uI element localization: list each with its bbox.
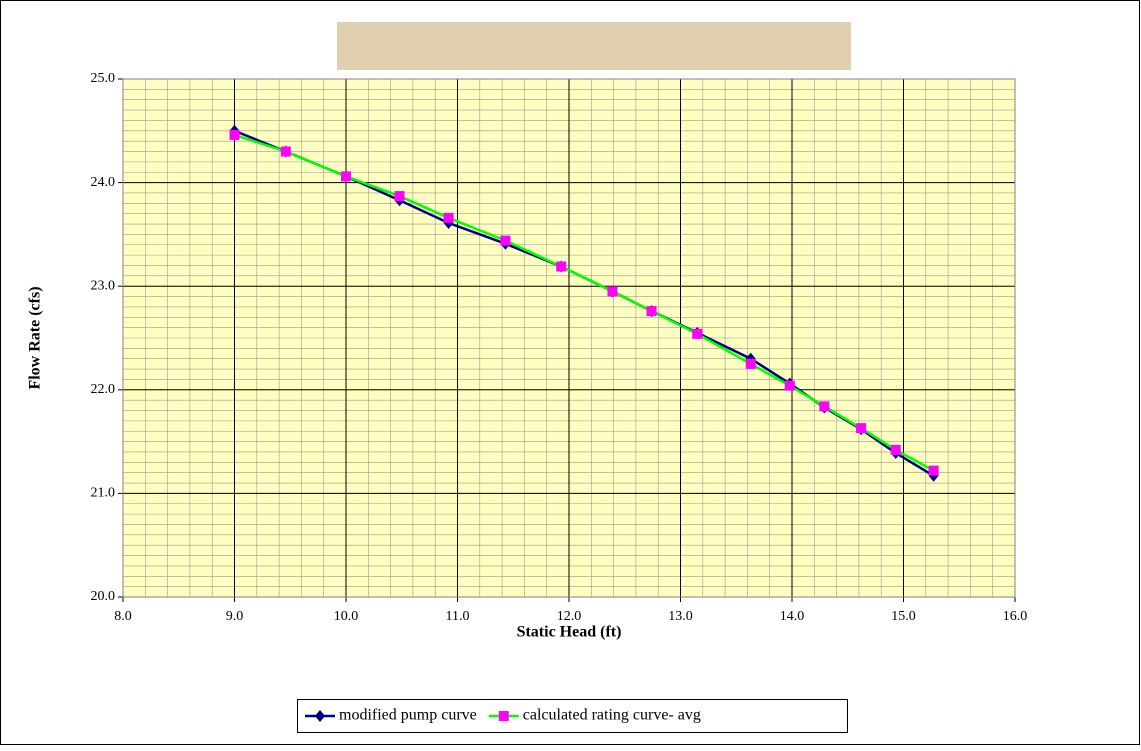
marker <box>499 711 509 721</box>
y-tick-label: 21.0 <box>91 486 116 501</box>
x-tick-label: 8.0 <box>114 609 132 624</box>
marker <box>341 171 351 181</box>
marker <box>746 359 756 369</box>
x-tick-label: 14.0 <box>780 609 805 624</box>
marker <box>929 466 939 476</box>
x-tick-label: 12.0 <box>557 609 582 624</box>
plot-area: 8.0 9.0 10.0 11.0 12.0 13.0 14.0 15.0 16.0 20.0 21… <box>91 71 1028 624</box>
title-banner <box>337 22 851 70</box>
x-tick-label: 16.0 <box>1003 609 1028 624</box>
legend-label: calculated rating curve- avg <box>523 707 701 724</box>
x-tick-label: 11.0 <box>446 609 470 624</box>
y-axis-label: Flow Rate (cfs) <box>27 286 44 389</box>
x-tick-label: 9.0 <box>226 609 244 624</box>
y-tick-label: 20.0 <box>91 589 116 604</box>
x-axis-label: Static Head (ft) <box>517 624 622 641</box>
marker <box>444 213 454 223</box>
marker <box>556 262 566 272</box>
marker <box>891 445 901 455</box>
x-tick-label: 10.0 <box>334 609 359 624</box>
y-tick-label: 22.0 <box>91 382 116 397</box>
marker <box>230 130 240 140</box>
marker <box>281 147 291 157</box>
marker <box>607 286 617 296</box>
marker <box>856 423 866 433</box>
x-tick-label: 15.0 <box>891 609 916 624</box>
legend-label: modified pump curve <box>339 707 477 724</box>
marker <box>395 191 405 201</box>
chart: Static Head (ft) Flow Rate (cfs) 8.0 9.0 1… <box>0 0 1141 746</box>
marker <box>785 381 795 391</box>
y-tick-label: 24.0 <box>91 175 116 190</box>
marker <box>692 329 702 339</box>
marker <box>819 401 829 411</box>
marker <box>647 306 657 316</box>
y-tick-label: 23.0 <box>91 278 116 293</box>
marker <box>500 236 510 246</box>
x-tick-label: 13.0 <box>668 609 693 624</box>
y-tick-label: 25.0 <box>91 71 116 86</box>
